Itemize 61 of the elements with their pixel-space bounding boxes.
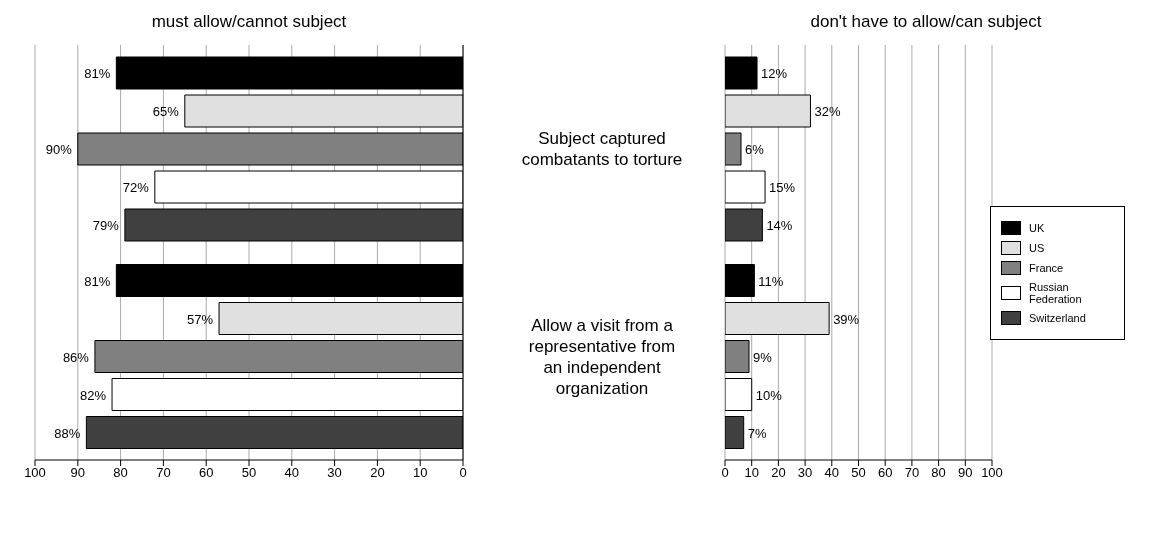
x-tick-label: 50 — [851, 465, 866, 481]
chart-title: must allow/cannot subject — [150, 12, 348, 32]
chart-title: don't have to allow/can subject — [809, 12, 1043, 32]
data-label: 81% — [84, 66, 111, 81]
bar — [725, 302, 830, 335]
x-tick-label: 30 — [327, 465, 342, 481]
data-label: 88% — [54, 425, 81, 441]
data-label: 10% — [755, 387, 783, 403]
x-tick-label: 40 — [824, 465, 840, 481]
legend-label: US — [1029, 242, 1046, 254]
legend-label: UK — [1029, 222, 1046, 234]
x-tick-label: 80 — [931, 465, 946, 481]
x-tick-label: 60 — [198, 465, 214, 481]
data-label: 90% — [45, 142, 73, 157]
data-label: 81% — [84, 273, 111, 289]
data-label: 12% — [761, 66, 788, 81]
x-tick-label: 50 — [241, 465, 257, 481]
data-label: 82% — [80, 387, 107, 403]
y-tick-label: Subject captured combatants to torture — [521, 129, 683, 170]
x-tick-label: 90 — [958, 465, 973, 481]
x-tick-label: 90 — [70, 465, 86, 481]
x-tick-label: 100 — [981, 465, 1003, 481]
x-tick-label: 40 — [284, 465, 300, 481]
x-tick-label: 80 — [113, 465, 128, 481]
x-tick-label: 10 — [744, 465, 759, 481]
data-label: 32% — [814, 104, 841, 119]
data-label: 14% — [766, 218, 793, 233]
x-tick-label: 70 — [904, 465, 920, 481]
legend-label: France — [1029, 262, 1065, 274]
bar — [725, 94, 811, 128]
x-tick-label: 10 — [412, 465, 428, 481]
data-label: 15% — [769, 180, 796, 195]
data-label: 39% — [833, 311, 860, 327]
data-label: 86% — [62, 349, 90, 365]
bar — [725, 170, 766, 204]
data-label: 57% — [187, 311, 214, 327]
data-label: 65% — [152, 104, 180, 119]
data-label: 79% — [92, 218, 120, 233]
x-tick-label: 60 — [877, 465, 893, 481]
x-tick-label: 20 — [370, 465, 385, 481]
x-tick-label: 0 — [721, 465, 729, 481]
x-tick-label: 0 — [459, 465, 467, 481]
bar — [725, 264, 755, 297]
legend-label: Switzerland — [1029, 312, 1087, 324]
x-tick-label: 30 — [797, 465, 813, 481]
x-tick-label: 20 — [771, 465, 786, 481]
data-label: 6% — [745, 142, 765, 157]
bar — [725, 208, 763, 242]
bar — [725, 416, 745, 449]
data-label: 7% — [747, 425, 767, 441]
bar — [725, 56, 758, 90]
y-tick-label: Allow a visit from a representative from an independent organization — [528, 315, 676, 398]
data-label: 11% — [758, 273, 784, 289]
x-tick-label: 100 — [24, 465, 46, 481]
bar — [725, 340, 750, 373]
bar — [725, 132, 742, 166]
bar — [725, 378, 753, 411]
data-label: 72% — [122, 180, 150, 195]
x-tick-label: 70 — [156, 465, 171, 481]
data-label: 9% — [753, 349, 773, 365]
legend-label: Russian Federation — [1029, 281, 1083, 305]
